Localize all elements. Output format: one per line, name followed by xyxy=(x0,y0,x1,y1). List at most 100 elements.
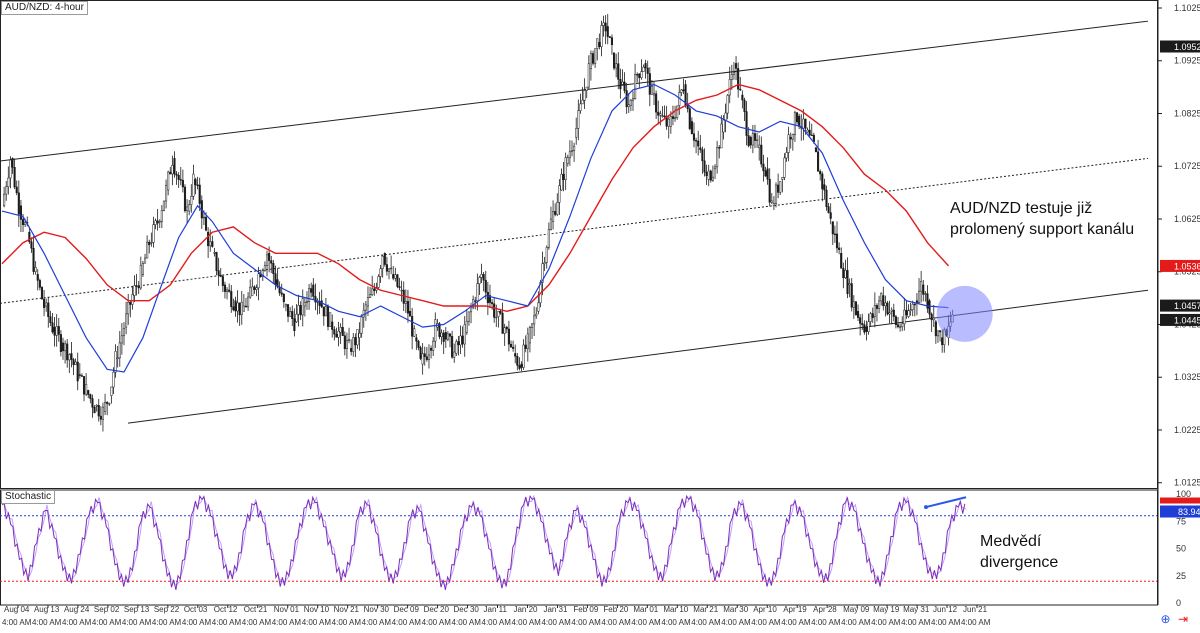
candle-body xyxy=(583,90,586,101)
candle-body xyxy=(432,340,435,351)
candle-body xyxy=(394,274,397,279)
candle-body xyxy=(564,157,567,180)
candle-body xyxy=(747,135,750,147)
candle-body xyxy=(596,38,599,49)
candle-body xyxy=(802,118,805,129)
candle-body xyxy=(476,283,479,302)
candle-body xyxy=(453,351,456,358)
candle-body xyxy=(875,305,879,309)
candle-body xyxy=(339,327,342,333)
candle-body xyxy=(758,144,761,149)
candle-body xyxy=(507,328,510,345)
candle-body xyxy=(139,265,142,289)
candle-body xyxy=(312,284,315,297)
candle-body xyxy=(941,337,944,345)
candle-body xyxy=(467,311,470,322)
candle-body xyxy=(783,157,786,178)
candle-body xyxy=(345,340,348,349)
candle-body xyxy=(451,336,454,358)
x-date-label: Jan 11 xyxy=(484,605,508,614)
candle-body xyxy=(190,196,193,205)
candle-body xyxy=(219,274,222,277)
candle-body xyxy=(528,327,531,344)
link-icon[interactable]: ⊕ xyxy=(1160,612,1171,626)
candle-body xyxy=(737,68,740,90)
candle-body xyxy=(40,287,44,300)
candle-body xyxy=(188,204,191,212)
candle-body xyxy=(356,329,359,346)
candle-body xyxy=(261,270,264,277)
candle-body xyxy=(36,274,39,281)
candle-body xyxy=(718,147,721,149)
candle-body xyxy=(234,300,237,312)
x-time-label: 4:00 AM xyxy=(751,618,781,627)
x-date-label: Feb 20 xyxy=(603,605,628,614)
candle-body xyxy=(690,121,693,134)
x-time-label: 4:00 AM xyxy=(482,618,512,627)
candle-body xyxy=(917,290,921,303)
price-label-box xyxy=(1160,299,1200,312)
candle-body xyxy=(253,286,256,290)
candle-body xyxy=(817,151,820,172)
candle-body xyxy=(34,267,37,272)
candle-body xyxy=(434,319,437,342)
candle-body xyxy=(97,405,100,417)
candle-body xyxy=(352,337,355,352)
candle-body xyxy=(133,285,136,296)
candle-body xyxy=(676,105,679,118)
candle-body xyxy=(446,333,449,340)
candle-body xyxy=(631,98,635,101)
candle-body xyxy=(741,94,744,101)
candle-body xyxy=(634,74,637,100)
candle-body xyxy=(276,279,279,288)
candle-body xyxy=(19,205,22,220)
candle-body xyxy=(491,302,494,305)
candle-body xyxy=(524,344,527,349)
candle-body xyxy=(789,136,792,140)
candle-body xyxy=(530,323,534,328)
candle-body xyxy=(415,337,418,342)
candle-body xyxy=(884,302,887,307)
candle-body xyxy=(537,302,540,312)
candle-body xyxy=(413,328,416,337)
candle-body xyxy=(878,300,881,309)
candle-body xyxy=(480,274,483,278)
candle-body xyxy=(38,280,41,288)
candle-body xyxy=(358,332,361,338)
candle-body xyxy=(366,297,370,307)
arrow-right-icon[interactable]: ⇥ xyxy=(1177,612,1188,626)
x-time-label: 4:00 AM xyxy=(541,618,571,627)
candle-body xyxy=(562,173,565,180)
candle-body xyxy=(242,305,245,312)
candle-body xyxy=(53,326,56,336)
candle-body xyxy=(32,247,35,272)
candle-body xyxy=(520,363,523,368)
candle-body xyxy=(438,323,441,337)
candle-body xyxy=(827,206,830,213)
candle-body xyxy=(812,134,815,142)
candle-body xyxy=(709,170,712,181)
candle-body xyxy=(549,218,553,230)
candle-body xyxy=(911,303,914,311)
candle-body xyxy=(7,177,10,188)
candle-body xyxy=(72,359,75,365)
candle-body xyxy=(316,301,319,303)
candle-body xyxy=(299,305,302,316)
x-date-label: Mar 01 xyxy=(633,605,658,614)
candle-body xyxy=(644,63,647,69)
candle-body xyxy=(232,306,235,311)
candle-body xyxy=(179,179,182,181)
candle-body xyxy=(141,262,144,275)
candle-body xyxy=(703,160,706,173)
candle-body xyxy=(873,305,876,317)
candle-body xyxy=(207,231,210,247)
candle-body xyxy=(30,241,33,249)
candle-body xyxy=(310,288,313,293)
candle-body xyxy=(495,316,498,319)
x-date-label: Nov 01 xyxy=(274,605,300,614)
candle-body xyxy=(247,296,250,308)
candle-body xyxy=(21,219,25,225)
candle-body xyxy=(903,309,906,325)
candle-body xyxy=(152,224,155,243)
